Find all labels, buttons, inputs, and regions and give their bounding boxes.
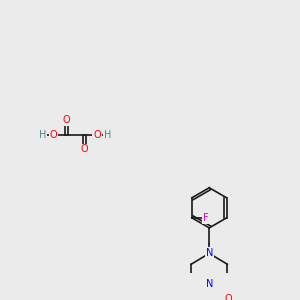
Text: H: H [39,130,46,140]
Text: N: N [206,248,213,258]
Text: O: O [225,294,232,300]
Text: O: O [62,115,70,125]
Text: F: F [203,213,208,223]
Text: O: O [50,130,57,140]
Text: O: O [93,130,101,140]
Text: O: O [81,145,88,154]
Text: N: N [206,279,213,290]
Text: H: H [104,130,112,140]
